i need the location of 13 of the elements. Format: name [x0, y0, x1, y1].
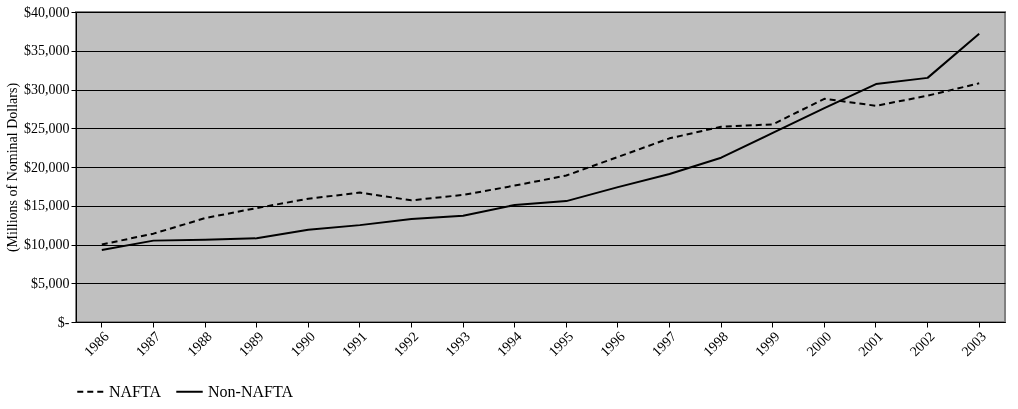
legend-label: NAFTA	[109, 382, 162, 400]
y-tick-label: $25,000	[24, 120, 70, 136]
y-tick-label: $-	[57, 314, 70, 330]
y-tick-label: $30,000	[24, 82, 70, 97]
x-tick-label: 1991	[339, 328, 370, 360]
y-tick-label: $20,000	[24, 159, 70, 175]
y-tick-label: $35,000	[24, 43, 70, 59]
legend-label: Non-NAFTA	[208, 382, 294, 400]
y-tick-label: $40,000	[24, 4, 70, 20]
y-tick-label: $10,000	[24, 237, 70, 252]
y-tick-label: $5,000	[31, 275, 70, 291]
y-tick-label: $15,000	[24, 198, 70, 214]
y-axis-title: (Millions of Nominal Dollars)	[5, 82, 21, 253]
